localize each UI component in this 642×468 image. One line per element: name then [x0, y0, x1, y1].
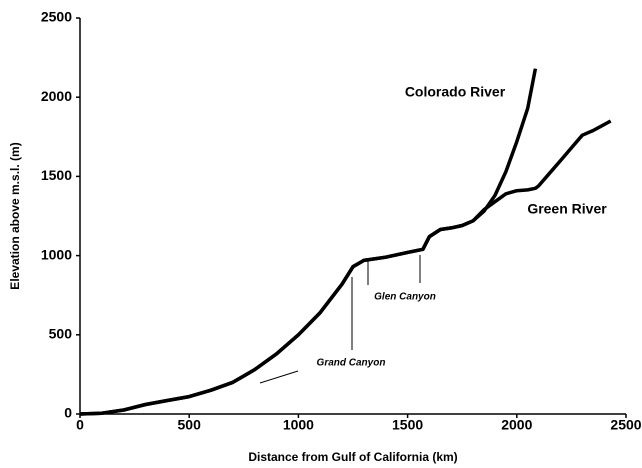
y-tick-label: 0	[64, 405, 72, 421]
annotation: Grand Canyon	[317, 358, 386, 369]
x-tick-label: 0	[76, 417, 84, 433]
leader-line	[259, 370, 299, 384]
x-tick-label: 1000	[283, 417, 314, 433]
x-tick-label: 1500	[392, 417, 423, 433]
river-line	[79, 119, 612, 416]
x-tick-label: 2000	[501, 417, 532, 433]
annotation: Glen Canyon	[374, 292, 436, 303]
x-tick-label: 500	[178, 417, 202, 433]
y-tick-label: 2500	[41, 9, 72, 25]
y-axis-title: Elevation above m.s.l. (m)	[8, 142, 22, 289]
river-line	[79, 68, 538, 416]
series-label: Colorado River	[405, 84, 506, 100]
y-tick-label: 2000	[41, 88, 72, 104]
y-tick-label: 1000	[41, 246, 72, 262]
y-tick-label: 500	[49, 326, 73, 342]
y-tick-label: 1500	[41, 167, 72, 183]
series-label: Green River	[527, 201, 607, 217]
x-tick-label: 2500	[610, 417, 641, 433]
x-axis-title: Distance from Gulf of California (km)	[248, 450, 457, 464]
